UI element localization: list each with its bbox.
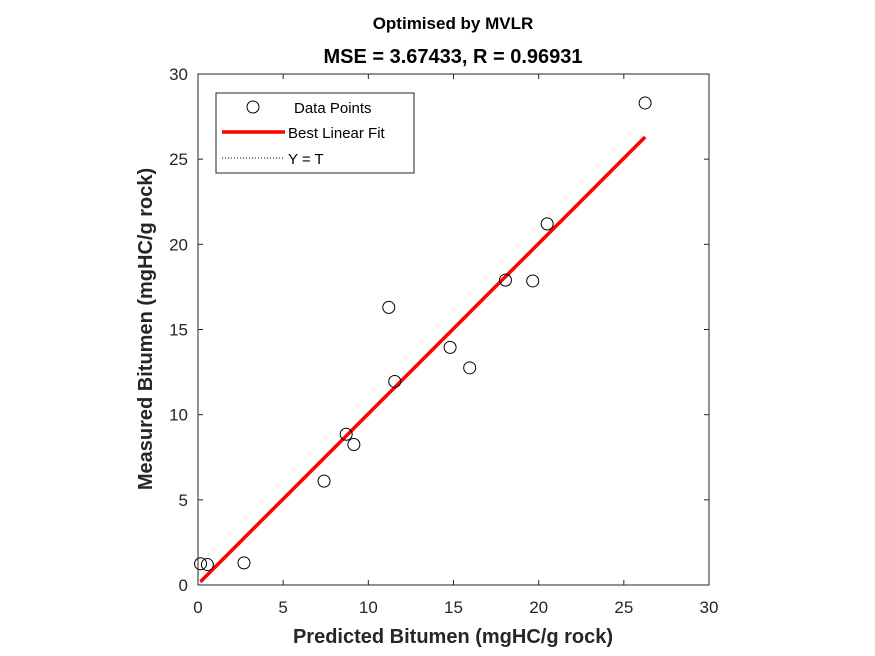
y-tick-label: 0 — [179, 576, 188, 595]
x-tick-label: 30 — [700, 598, 719, 617]
data-point — [200, 558, 214, 572]
data-point — [498, 273, 512, 287]
legend-label-best-fit: Best Linear Fit — [288, 125, 386, 142]
data-point — [194, 557, 208, 571]
y-tick-label: 25 — [169, 150, 188, 169]
y-tick-label: 30 — [169, 65, 188, 84]
x-tick-label: 0 — [193, 598, 202, 617]
best-linear-fit-line — [199, 135, 647, 583]
x-tick-label: 10 — [359, 598, 378, 617]
legend: Data Points Best Linear Fit Y = T — [215, 92, 415, 174]
y-axis-label: Measured Bitumen (mgHC/g rock) — [135, 168, 157, 490]
legend-label-data-points: Data Points — [294, 100, 372, 117]
data-point — [237, 556, 251, 570]
data-point — [463, 361, 477, 375]
data-point — [638, 96, 652, 110]
data-point — [317, 474, 331, 488]
x-axis-label: Predicted Bitumen (mgHC/g rock) — [293, 626, 613, 648]
data-point — [443, 340, 457, 354]
legend-marker-data-points — [246, 100, 260, 114]
x-tick-label: 15 — [444, 598, 463, 617]
data-point — [526, 274, 540, 288]
data-point — [339, 427, 353, 441]
y-tick-label: 15 — [169, 321, 188, 340]
legend-label-y-equals-t: Y = T — [288, 151, 324, 168]
data-point — [382, 300, 396, 314]
x-tick-label: 20 — [529, 598, 548, 617]
y-tick-label: 20 — [169, 235, 188, 254]
chart-subtitle: MSE = 3.67433, R = 0.96931 — [323, 46, 582, 68]
y-tick-label: 10 — [169, 406, 188, 425]
y-tick-label: 5 — [179, 491, 188, 510]
x-tick-label: 5 — [278, 598, 287, 617]
data-point — [388, 374, 402, 388]
x-tick-label: 25 — [614, 598, 633, 617]
chart-title: Optimised by MVLR — [373, 14, 534, 33]
data-point — [540, 217, 554, 231]
data-point — [347, 437, 361, 451]
